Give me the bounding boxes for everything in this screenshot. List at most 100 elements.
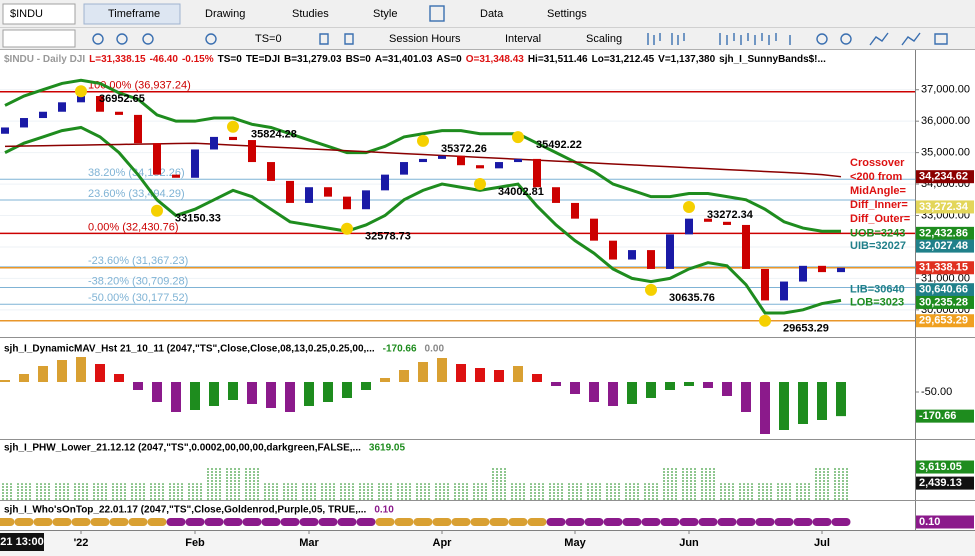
price-label: 32,027.48 bbox=[919, 240, 968, 252]
quote-field: $INDU - Daily DJI bbox=[4, 54, 85, 65]
quote-field: TS=0 bbox=[218, 54, 243, 65]
time-cursor-box bbox=[0, 533, 44, 551]
price-label-box bbox=[916, 200, 974, 214]
menu-button[interactable]: Drawing bbox=[205, 8, 245, 20]
menu-button[interactable]: Data bbox=[480, 8, 504, 20]
state-dot bbox=[299, 518, 319, 526]
crossover-note: Crossover bbox=[850, 157, 905, 169]
menu-button[interactable]: Timeframe bbox=[108, 8, 160, 20]
menu-button[interactable]: Style bbox=[373, 8, 397, 20]
histogram-bar bbox=[608, 382, 618, 406]
x-tick-label: May bbox=[564, 537, 586, 549]
histogram-bar bbox=[589, 382, 599, 402]
pivot-label: 35824.28 bbox=[251, 129, 297, 141]
state-dot bbox=[546, 518, 566, 526]
candle bbox=[799, 265, 807, 282]
toolbar-button[interactable]: Session Hours bbox=[389, 33, 461, 45]
quote-field: TE=DJI bbox=[246, 54, 280, 65]
quote-field: -46.40 bbox=[150, 54, 179, 65]
state-dot bbox=[185, 518, 205, 526]
state-dot bbox=[318, 518, 338, 526]
histogram-bar bbox=[532, 374, 542, 382]
state-dot bbox=[622, 518, 642, 526]
price-label: 33,272.34 bbox=[919, 201, 969, 213]
pivot-dot bbox=[341, 222, 353, 235]
candle bbox=[476, 165, 484, 169]
quote-field: AS=0 bbox=[436, 54, 462, 65]
state-dot bbox=[90, 518, 110, 526]
symbol-input[interactable]: $INDU bbox=[10, 8, 43, 20]
x-tick-label: Jun bbox=[679, 537, 699, 549]
candle bbox=[514, 158, 522, 163]
price-label: -170.66 bbox=[919, 410, 956, 422]
price-label-box bbox=[916, 170, 974, 184]
candle bbox=[419, 158, 427, 163]
y-tick-label: 31,000.00 bbox=[921, 272, 970, 284]
pivot-dot bbox=[417, 134, 429, 147]
symbol-box[interactable] bbox=[2, 3, 76, 25]
candle bbox=[362, 190, 370, 210]
candle bbox=[780, 281, 788, 301]
histogram-bar bbox=[152, 382, 162, 402]
histogram-bar bbox=[171, 382, 181, 412]
pivot-dot bbox=[683, 200, 695, 213]
histogram-bar bbox=[418, 362, 428, 382]
timeframe-button-bg[interactable] bbox=[83, 3, 181, 25]
candle bbox=[837, 267, 845, 273]
candle bbox=[533, 158, 541, 188]
fib-label: -23.60% (31,367.23) bbox=[88, 255, 188, 267]
x-tick-label: Mar bbox=[299, 537, 319, 549]
candle bbox=[381, 174, 389, 191]
state-dot bbox=[280, 518, 300, 526]
toolbar-button[interactable]: Scaling bbox=[586, 33, 622, 45]
price-label-box bbox=[916, 314, 974, 328]
histogram-bar bbox=[247, 382, 257, 404]
quote-field: A=31,401.03 bbox=[375, 54, 433, 65]
x-tick-label: Jul bbox=[814, 537, 830, 549]
menu-button[interactable]: Settings bbox=[547, 8, 587, 20]
x-tick-label: '22 bbox=[74, 537, 89, 549]
price-label-box bbox=[916, 460, 974, 474]
fib-label: -50.00% (30,177.52) bbox=[88, 292, 188, 304]
band-label: UOB=3243 bbox=[850, 227, 905, 239]
toolbar-button[interactable]: TS=0 bbox=[255, 33, 282, 45]
candle bbox=[666, 234, 674, 269]
y-tick-label: 37,000.00 bbox=[921, 84, 970, 96]
quote-field: Hi=31,511.46 bbox=[528, 54, 588, 65]
dropdown-box[interactable] bbox=[2, 29, 76, 48]
histogram-bar bbox=[0, 380, 10, 382]
candle bbox=[39, 111, 47, 119]
histogram-bar bbox=[95, 364, 105, 382]
time-axis-bg bbox=[0, 530, 975, 556]
menu-button[interactable]: Studies bbox=[292, 8, 329, 20]
price-label: 34,234.62 bbox=[919, 171, 968, 183]
crossover-note: MidAngle= bbox=[850, 185, 906, 197]
toolbar-button[interactable]: Interval bbox=[505, 33, 541, 45]
crossover-note: Diff_Outer= bbox=[850, 213, 910, 225]
histogram-bar bbox=[570, 382, 580, 394]
fib-label: 0.00% (32,430.76) bbox=[88, 221, 179, 233]
state-dot bbox=[641, 518, 661, 526]
candle bbox=[134, 114, 142, 144]
state-dot bbox=[470, 518, 490, 526]
price-label: 29,653.29 bbox=[919, 315, 968, 327]
price-label-box bbox=[916, 239, 974, 253]
state-dot bbox=[204, 518, 224, 526]
state-dot bbox=[717, 518, 737, 526]
candle bbox=[324, 187, 332, 197]
pivot-dot bbox=[474, 177, 486, 190]
state-dot bbox=[147, 518, 167, 526]
histogram-bar bbox=[190, 382, 200, 410]
pivot-label: 36952.65 bbox=[99, 93, 145, 105]
candle bbox=[267, 162, 275, 181]
candle bbox=[685, 218, 693, 235]
pivot-dot bbox=[227, 120, 239, 133]
pivot-label: 29653.29 bbox=[783, 323, 829, 335]
price-label-box bbox=[916, 295, 974, 309]
histogram-bar bbox=[380, 378, 390, 382]
pivot-dot bbox=[512, 131, 524, 144]
histogram-bar bbox=[304, 382, 314, 406]
band-line bbox=[4, 125, 842, 315]
state-dot bbox=[128, 518, 148, 526]
x-tick-label: Apr bbox=[433, 537, 453, 549]
